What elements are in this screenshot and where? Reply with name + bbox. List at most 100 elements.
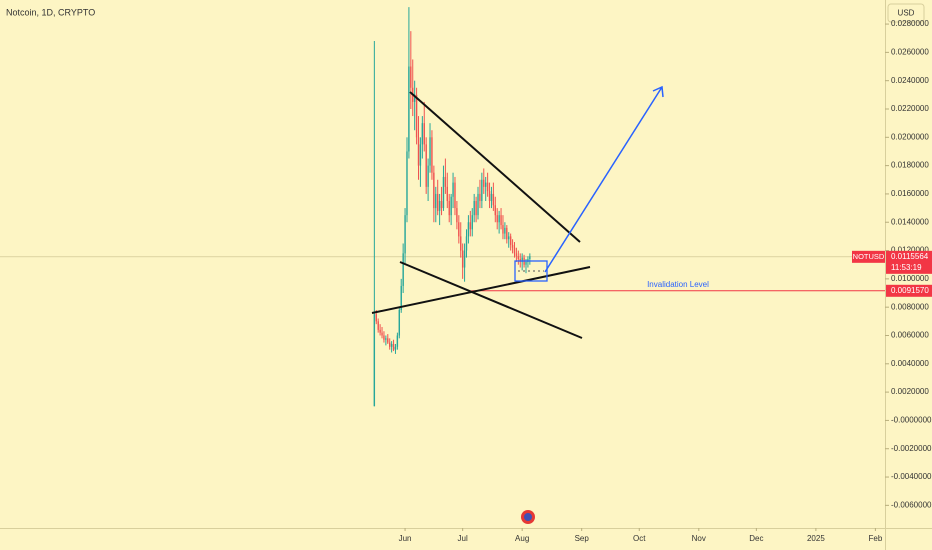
- candle-body: [425, 144, 427, 187]
- candle-body: [392, 343, 395, 350]
- x-tick-label: 2025: [807, 534, 825, 543]
- candle-body: [506, 227, 508, 240]
- candle-body: [377, 321, 379, 330]
- x-tick-label: Dec: [749, 534, 763, 543]
- y-tick-label: 0.0240000: [891, 76, 929, 85]
- y-tick-label: -0.0020000: [891, 444, 932, 453]
- candle-body: [452, 182, 454, 197]
- candle-body: [465, 236, 468, 251]
- x-tick-label: Feb: [869, 534, 883, 543]
- y-tick-label: 0.0160000: [891, 189, 929, 198]
- candle-body: [379, 329, 381, 333]
- candle-body: [513, 247, 516, 254]
- candle-body: [398, 310, 401, 336]
- candle-body: [477, 193, 479, 216]
- y-tick-label: 0.0020000: [891, 387, 929, 396]
- y-tick-label: 0.0220000: [891, 104, 929, 113]
- candle-body: [435, 193, 437, 209]
- symbol-label: NOTUSD: [853, 252, 885, 261]
- x-tick-label: Aug: [515, 534, 529, 543]
- candle-body: [423, 123, 425, 145]
- candle-body: [442, 176, 445, 209]
- x-tick-label: Oct: [633, 534, 646, 543]
- candle-body: [394, 346, 397, 350]
- y-tick-label: 0.0280000: [891, 19, 929, 28]
- candle-body: [515, 253, 518, 257]
- candle-body: [415, 94, 418, 138]
- projection-arrow: [544, 86, 663, 273]
- currency-button[interactable]: [887, 3, 925, 23]
- candle-body: [400, 285, 402, 311]
- candle-body: [498, 215, 500, 223]
- candle-body: [475, 201, 477, 216]
- candle-body: [521, 257, 523, 262]
- trend-line: [399, 261, 583, 339]
- y-tick-label: 0.0180000: [891, 161, 929, 170]
- candle-body: [525, 261, 527, 265]
- candle-body: [488, 191, 491, 202]
- candle-body: [496, 215, 498, 223]
- candle-body: [473, 201, 475, 216]
- candle-body: [484, 182, 487, 187]
- symbol-box: [852, 250, 885, 263]
- candle-body: [460, 236, 462, 251]
- candle-body: [509, 236, 512, 245]
- x-tick-label: Nov: [692, 534, 706, 543]
- logo-icon-inner: [524, 513, 532, 521]
- candle-body: [438, 201, 441, 211]
- countdown-label: 11:53:19: [891, 263, 922, 272]
- x-tick-label: Jul: [458, 534, 468, 543]
- candle-body: [408, 66, 410, 152]
- candle-body: [463, 250, 466, 268]
- candle-body: [383, 335, 385, 340]
- candle-body: [483, 179, 485, 187]
- candle-body: [431, 137, 433, 173]
- candle-body: [448, 201, 450, 216]
- candle-body: [481, 179, 483, 202]
- candle-body: [469, 222, 472, 230]
- candle-body: [444, 176, 447, 187]
- candle-body: [385, 338, 387, 340]
- candle-body: [427, 165, 429, 187]
- zone-box: [514, 260, 548, 282]
- candle-body: [461, 250, 464, 268]
- candle-body: [410, 66, 412, 88]
- candle-body: [479, 193, 481, 202]
- candle-body: [396, 335, 399, 347]
- candle-body: [389, 342, 391, 347]
- candle-body: [381, 332, 383, 336]
- y-tick-label: 0.0060000: [891, 331, 929, 340]
- candle-body: [458, 222, 460, 237]
- candle-body: [413, 94, 416, 102]
- last-price-label: 0.0115564: [891, 252, 929, 261]
- candle-body: [471, 215, 473, 230]
- candle-body: [504, 227, 506, 234]
- y-tick-label: 0.0200000: [891, 132, 929, 141]
- candle-body: [517, 256, 520, 260]
- candle-body: [404, 215, 406, 254]
- candle-body: [437, 193, 439, 211]
- y-tick-label: 0.0040000: [891, 359, 929, 368]
- x-tick-label: Sep: [575, 534, 590, 543]
- candle-body: [494, 205, 496, 216]
- trend-line: [409, 91, 581, 243]
- y-tick-label: -0.0000000: [891, 416, 932, 425]
- annotation-label: Invalidation Level: [647, 280, 709, 289]
- y-tick-label: 0.0260000: [891, 47, 929, 56]
- candle-body: [440, 201, 443, 209]
- candle-body: [375, 314, 377, 322]
- candle-body: [387, 338, 389, 343]
- candle-body: [419, 144, 422, 166]
- arrow-head: [652, 85, 664, 98]
- candle-body: [406, 151, 408, 216]
- candle-body: [508, 236, 510, 240]
- candle-body: [429, 137, 431, 166]
- candle-body: [402, 253, 404, 286]
- y-tick-label: 0.0100000: [891, 274, 929, 283]
- x-tick-label: Jun: [399, 534, 412, 543]
- candle-body: [486, 182, 489, 192]
- candle-body: [446, 186, 448, 202]
- candle-body: [456, 208, 458, 223]
- y-tick-label: 0.0080000: [891, 302, 929, 311]
